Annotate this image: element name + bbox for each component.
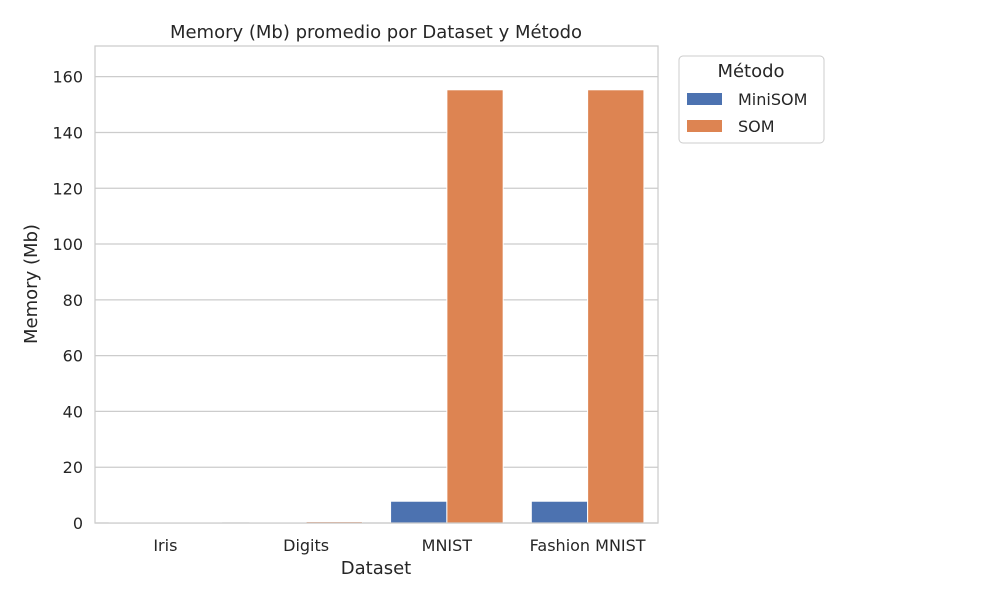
chart-title: Memory (Mb) promedio por Dataset y Métod… — [170, 22, 582, 43]
x-tick-label: Iris — [153, 536, 177, 555]
y-tick-labels: 0 20 40 60 80 100 120 140 160 — [52, 68, 83, 533]
y-tick-label: 0 — [73, 514, 83, 533]
legend: Método MiniSOM SOM — [678, 55, 825, 144]
y-tick-label: 120 — [52, 179, 83, 198]
legend-label-minisom: MiniSOM — [738, 90, 807, 109]
y-tick-label: 60 — [63, 347, 83, 366]
y-tick-label: 80 — [63, 291, 83, 310]
x-tick-labels: Iris Digits MNIST Fashion MNIST — [153, 536, 645, 555]
legend-swatch-som — [687, 120, 722, 132]
grid-lines — [95, 76, 658, 524]
x-tick-label: MNIST — [422, 536, 473, 555]
legend-swatch-minisom — [687, 93, 722, 105]
bar-som-mnist — [446, 89, 504, 524]
y-tick-label: 100 — [52, 235, 83, 254]
y-tick-label: 140 — [52, 123, 83, 142]
bar-minisom-mnist — [390, 500, 448, 524]
legend-title: Método — [717, 61, 784, 82]
legend-items: MiniSOM SOM — [687, 90, 807, 136]
plot-frame — [94, 45, 659, 524]
y-tick-label: 40 — [63, 402, 83, 421]
y-tick-label: 20 — [63, 458, 83, 477]
bar-minisom-fashion-mnist — [530, 500, 589, 524]
x-tick-label: Fashion MNIST — [530, 536, 646, 555]
bar-som-fashion-mnist — [587, 89, 645, 524]
y-axis-label: Memory (Mb) — [21, 224, 42, 344]
legend-label-som: SOM — [738, 117, 775, 136]
x-tick-label: Digits — [283, 536, 329, 555]
y-tick-label: 160 — [52, 68, 83, 87]
bars — [108, 89, 645, 524]
x-axis-label: Dataset — [341, 558, 412, 579]
